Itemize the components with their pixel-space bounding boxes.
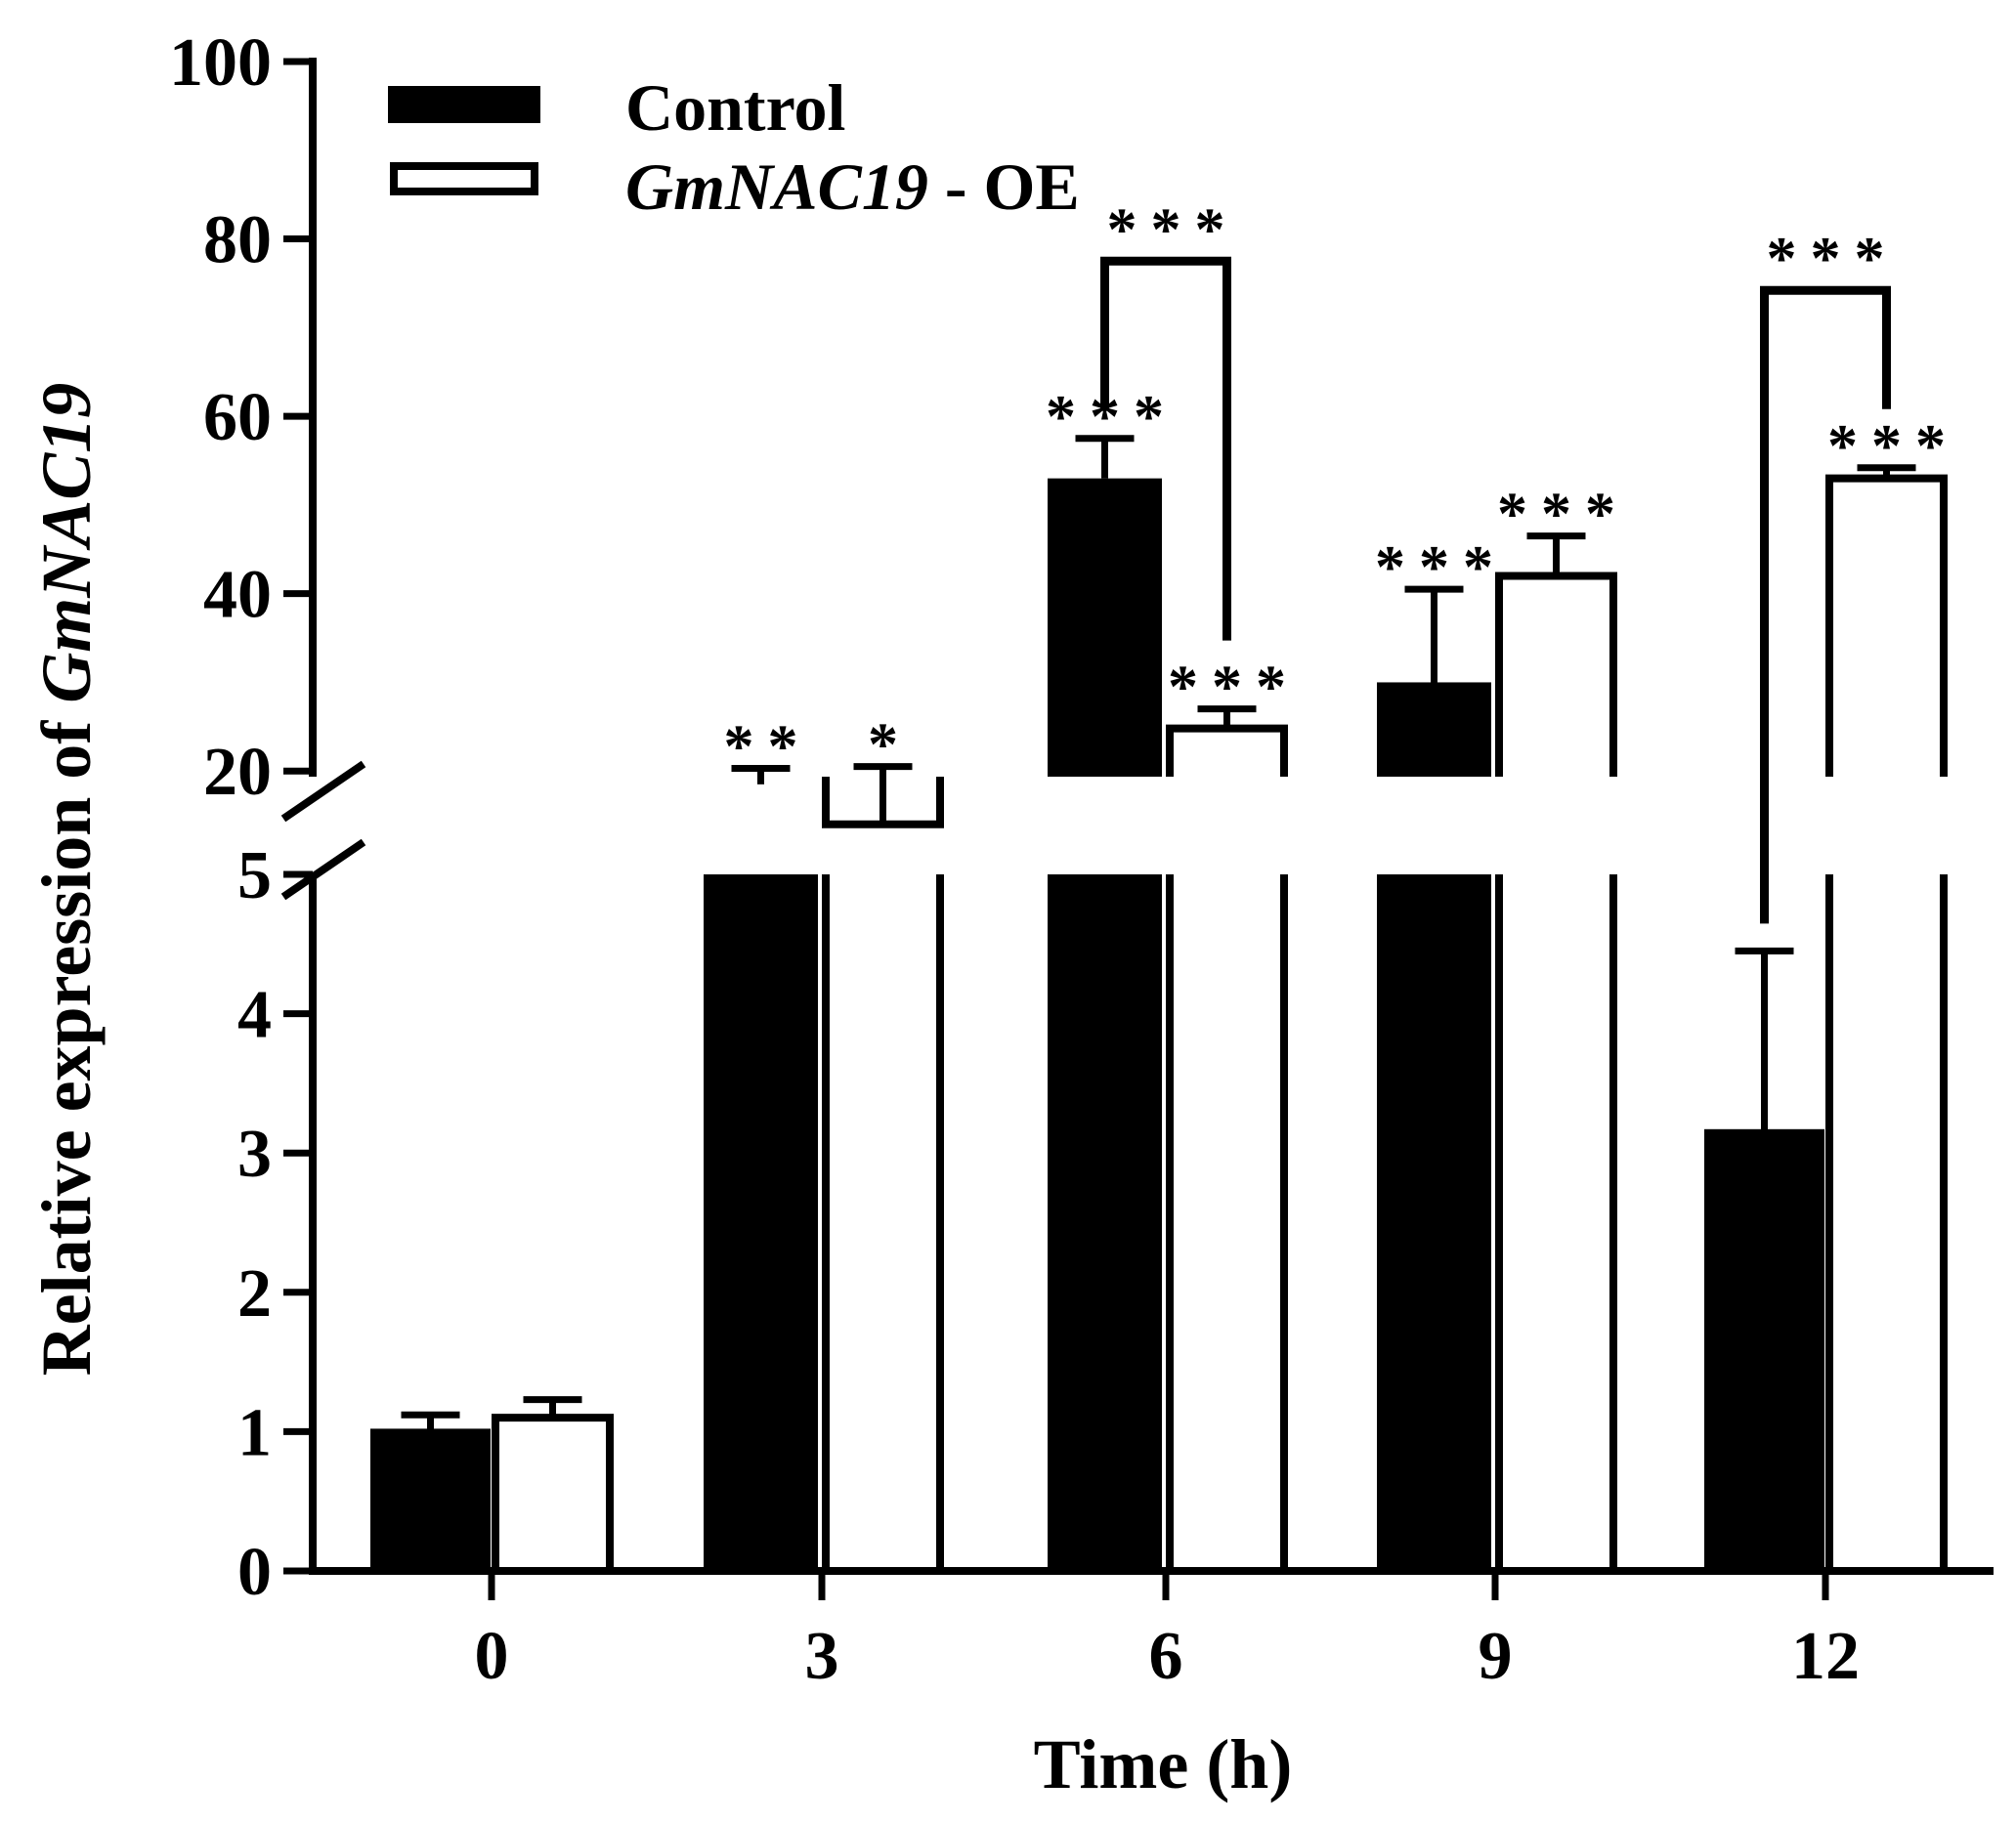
error-bar-gmnac19-oe-3h <box>853 763 913 825</box>
error-bar-gmnac19-oe-6h <box>1197 705 1257 729</box>
error-bar-control-12h <box>1735 947 1794 1132</box>
significance-3h-oe: * <box>868 712 912 779</box>
bar-control-6h-lower <box>1048 874 1162 1571</box>
bar-control-3h <box>704 874 818 1571</box>
y-tick-label-40: 40 <box>203 558 272 633</box>
x-tick-label-12: 12 <box>1791 1619 1860 1694</box>
error-bars-layer <box>401 435 1916 1432</box>
y-tick-label-20: 20 <box>203 735 272 810</box>
bar-gmnac19-oe-6h-lower <box>1166 874 1288 1575</box>
axis-break-mark-upper <box>280 760 366 823</box>
bar-control-6h-upper <box>1048 478 1162 777</box>
legend-label-oe: GmNAC19 - OE <box>625 149 1080 224</box>
legend-swatch-oe <box>390 162 538 195</box>
bar-control-9h <box>1377 682 1491 1571</box>
comparison-bracket-12h <box>1760 285 1891 924</box>
y-axis-title-gene: GmNAC19 <box>27 383 106 703</box>
axis-break-mark-lower <box>280 838 366 901</box>
y-tick-label-1: 1 <box>237 1395 272 1470</box>
bar-gmnac19-oe-9h-lower <box>1495 874 1617 1575</box>
y-tick-label-100: 100 <box>169 25 272 101</box>
error-bar-control-0h <box>401 1411 460 1432</box>
bar-gmnac19-oe-3h-lower <box>822 874 944 1575</box>
x-axis-title: Time (h) <box>1034 1725 1293 1803</box>
axes-layer <box>280 58 1994 1600</box>
comparison-label-12h: *** <box>1767 226 1899 292</box>
y-tick-label-80: 80 <box>203 203 272 278</box>
bar-gmnac19-oe-12h <box>1825 474 1948 1575</box>
error-bar-control-3h <box>731 764 791 784</box>
bar-gmnac19-oe-12h-upper <box>1825 474 1948 777</box>
error-bar-gmnac19-oe-9h <box>1526 532 1586 576</box>
error-bar-control-6h <box>1075 435 1135 479</box>
y-axis-title-prefix: Relative expression of <box>27 703 106 1377</box>
significance-6h-control: *** <box>1046 384 1178 450</box>
bar-control-0h <box>370 1428 491 1575</box>
legend-label-control: Control <box>625 70 845 145</box>
bar-gmnac19-oe-6h <box>1166 724 1288 1575</box>
significance-9h-control: *** <box>1375 534 1507 601</box>
x-tick-label-3: 3 <box>805 1619 839 1694</box>
bar-gmnac19-oe-12h-lower <box>1825 874 1948 1575</box>
bar-gmnac19-oe-3h <box>822 777 944 1575</box>
annotations-layer: ** ******************* *** <box>724 196 1959 924</box>
bar-control-3h-lower <box>704 874 818 1571</box>
x-tick-label-6: 6 <box>1149 1619 1183 1694</box>
bar-control-9h-lower <box>1377 874 1491 1571</box>
legend-swatch-control <box>388 86 540 123</box>
error-bar-control-9h <box>1404 585 1464 683</box>
y-tick-label-0: 0 <box>237 1535 272 1610</box>
y-tick-label-3: 3 <box>237 1117 272 1192</box>
legend-label-oe-suffix: - OE <box>928 149 1080 224</box>
x-tick-label-9: 9 <box>1479 1619 1513 1694</box>
y-tick-label-5: 5 <box>237 838 272 913</box>
legend: Control GmNAC19 - OE <box>388 70 1080 224</box>
significance-9h-oe: *** <box>1497 482 1629 548</box>
y-tick-label-60: 60 <box>203 380 272 455</box>
error-bar-gmnac19-oe-12h <box>1857 464 1916 479</box>
bar-gmnac19-oe-9h <box>1495 572 1617 1575</box>
significance-3h-control: ** <box>724 713 812 780</box>
y-axis-title: Relative expression of GmNAC19 <box>27 383 106 1377</box>
significance-12h-oe: *** <box>1827 413 1959 480</box>
significance-6h-oe: *** <box>1168 655 1300 721</box>
comparison-bracket-6h <box>1100 256 1231 641</box>
y-tick-label-4: 4 <box>237 978 272 1053</box>
bar-control-9h-upper <box>1377 682 1491 777</box>
bar-gmnac19-oe-0h <box>492 1414 614 1576</box>
bars-layer <box>370 474 1948 1576</box>
comparison-label-6h: *** <box>1107 196 1239 263</box>
bar-control-6h <box>1048 478 1162 1571</box>
error-bar-gmnac19-oe-0h <box>523 1396 582 1419</box>
bar-gmnac19-oe-6h-upper <box>1166 724 1288 777</box>
x-tick-label-0: 0 <box>475 1619 509 1694</box>
bar-control-12h <box>1704 1128 1824 1575</box>
y-tick-label-2: 2 <box>237 1256 272 1332</box>
legend-label-oe-gene: GmNAC19 <box>625 149 928 224</box>
bar-gmnac19-oe-9h-upper <box>1495 572 1617 777</box>
